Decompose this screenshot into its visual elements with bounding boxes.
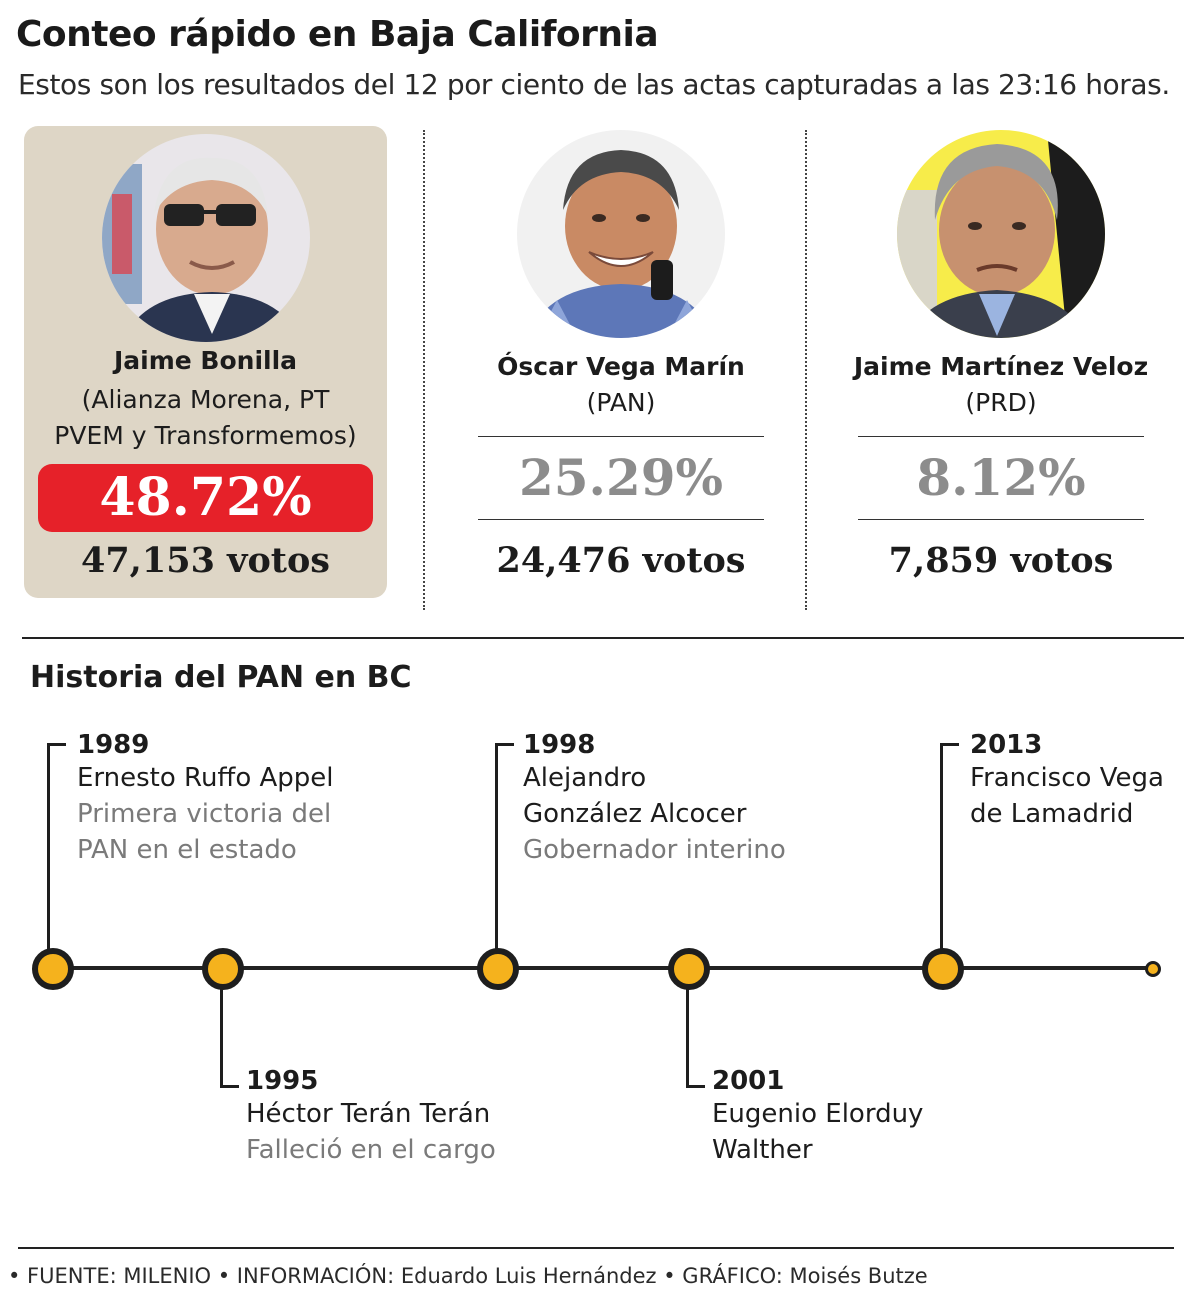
party-line: (Alianza Morena, PT bbox=[81, 385, 330, 414]
column-divider bbox=[805, 130, 807, 610]
footer-credits: • FUENTE: MILENIO • INFORMACIÓN: Eduardo… bbox=[8, 1264, 928, 1288]
timeline-dot-1995 bbox=[202, 948, 244, 990]
timeline-end-dot bbox=[1145, 961, 1161, 977]
event-name: Alejandro González Alcocer bbox=[523, 763, 747, 829]
candidate-card-martinez-veloz: Jaime Martínez Veloz (PRD) 8.12% 7,859 v… bbox=[836, 126, 1166, 598]
event-year: 1995 bbox=[246, 1066, 319, 1096]
timeline-event-2001: 2001 Eugenio Elorduy Walther bbox=[712, 1066, 923, 1168]
candidate-card-bonilla: Jaime Bonilla (Alianza Morena, PT PVEM y… bbox=[24, 126, 387, 598]
timeline-event-1995: 1995 Héctor Terán Terán Falleció en el c… bbox=[246, 1066, 496, 1168]
timeline-connector bbox=[47, 743, 66, 951]
event-description: Primera victoria del PAN en el estado bbox=[77, 799, 332, 865]
candidate-votes: 7,859 votos bbox=[888, 540, 1114, 581]
event-description: Falleció en el cargo bbox=[246, 1135, 496, 1165]
candidate-party: (PAN) bbox=[586, 388, 656, 417]
candidate-party: (PRD) bbox=[965, 388, 1037, 417]
candidate-card-vega-marin: Óscar Vega Marín (PAN) 25.29% 24,476 vot… bbox=[456, 126, 786, 598]
timeline-axis bbox=[52, 966, 1152, 970]
candidate-name: Jaime Martínez Veloz bbox=[853, 352, 1149, 381]
candidate-photo bbox=[897, 130, 1105, 338]
timeline-connector bbox=[686, 988, 705, 1088]
candidate-party: (Alianza Morena, PT PVEM y Transformemos… bbox=[24, 382, 387, 454]
candidate-percent: 48.72% bbox=[38, 464, 373, 532]
event-name: Ernesto Ruffo Appel bbox=[77, 763, 334, 793]
timeline-title: Historia del PAN en BC bbox=[30, 660, 412, 695]
timeline-event-2013: 2013 Francisco Vega de Lamadrid bbox=[970, 730, 1164, 832]
candidate-votes: 47,153 votos bbox=[80, 540, 331, 581]
timeline-dot-2001 bbox=[668, 948, 710, 990]
column-divider bbox=[423, 130, 425, 610]
footer-divider bbox=[18, 1247, 1174, 1249]
event-name: Francisco Vega de Lamadrid bbox=[970, 763, 1164, 829]
event-year: 2001 bbox=[712, 1066, 785, 1096]
timeline-event-1998: 1998 Alejandro González Alcocer Gobernad… bbox=[523, 730, 786, 868]
timeline-connector bbox=[495, 743, 514, 951]
candidate-name: Óscar Vega Marín bbox=[497, 352, 745, 381]
candidate-percent: 8.12% bbox=[858, 436, 1144, 520]
candidate-name: Jaime Bonilla bbox=[113, 346, 298, 375]
event-description: Gobernador interino bbox=[523, 835, 786, 865]
section-divider bbox=[22, 637, 1184, 639]
candidate-votes: 24,476 votos bbox=[496, 540, 746, 581]
event-name: Héctor Terán Terán bbox=[246, 1099, 491, 1129]
candidate-percent: 25.29% bbox=[478, 436, 764, 520]
event-year: 1989 bbox=[77, 730, 150, 760]
event-year: 1998 bbox=[523, 730, 596, 760]
page-subtitle: Estos son los resultados del 12 por cien… bbox=[18, 68, 1170, 101]
timeline-event-1989: 1989 Ernesto Ruffo Appel Primera victori… bbox=[77, 730, 334, 868]
page-title: Conteo rápido en Baja California bbox=[16, 14, 659, 55]
event-year: 2013 bbox=[970, 730, 1043, 760]
event-name: Eugenio Elorduy Walther bbox=[712, 1099, 924, 1165]
candidate-photo bbox=[517, 130, 725, 338]
party-line: PVEM y Transformemos) bbox=[54, 421, 357, 450]
timeline-dot-1989 bbox=[32, 948, 74, 990]
timeline-connector bbox=[220, 988, 239, 1088]
candidate-photo bbox=[101, 134, 310, 342]
timeline-dot-2013 bbox=[922, 948, 964, 990]
timeline-dot-1998 bbox=[477, 948, 519, 990]
timeline-connector bbox=[940, 743, 959, 951]
